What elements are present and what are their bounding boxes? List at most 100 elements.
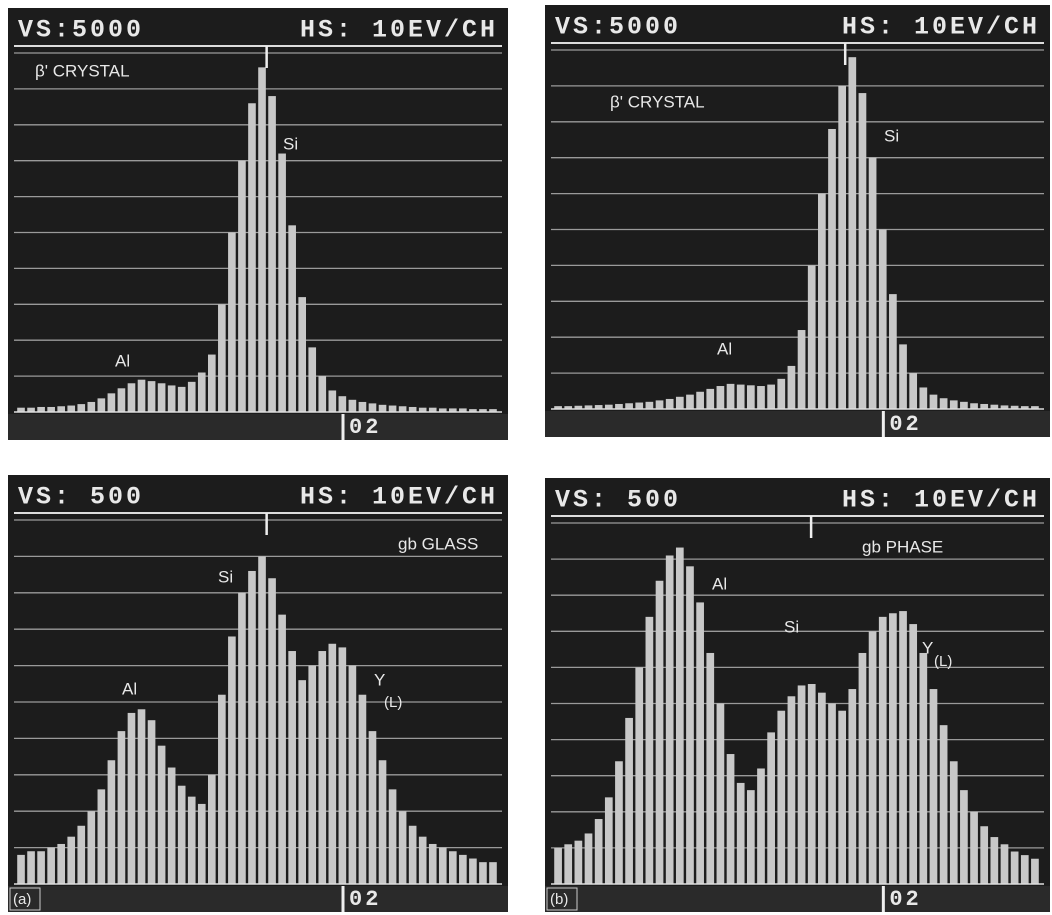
bar [869, 158, 877, 409]
bar [727, 384, 735, 409]
bar [128, 383, 136, 412]
bar [717, 386, 725, 409]
bar [248, 571, 256, 884]
bar [727, 754, 735, 884]
bar [737, 783, 745, 884]
bar [379, 405, 387, 412]
bar [1021, 855, 1029, 884]
bar [399, 406, 407, 412]
bar [990, 837, 998, 884]
bar [767, 385, 775, 409]
bar [439, 848, 447, 884]
bar [238, 161, 246, 412]
bar [798, 685, 806, 884]
bar [268, 96, 276, 412]
annotation: Si [884, 126, 899, 145]
bar [646, 617, 654, 884]
bar [818, 194, 826, 409]
spectrum-panel: VS: 500HS: 10EV/CH02(b)gb PHASEAlSiY(L) [545, 478, 1050, 912]
bar [429, 844, 437, 884]
bar [198, 804, 206, 884]
bar [87, 402, 95, 412]
bar [349, 666, 357, 884]
bar [615, 761, 623, 884]
bar [98, 398, 106, 412]
bar [564, 844, 572, 884]
bar [737, 385, 745, 409]
bar [798, 330, 806, 409]
bar [138, 380, 146, 412]
bar [950, 761, 958, 884]
bar [717, 704, 725, 885]
annotation: Y [374, 670, 385, 689]
bar [339, 396, 347, 412]
bar [848, 57, 856, 409]
vertical-scale: VS:5000 [555, 13, 681, 42]
bar [339, 647, 347, 884]
bar [879, 230, 887, 410]
bar [77, 404, 85, 412]
bar [399, 811, 407, 884]
annotation: Al [115, 351, 130, 370]
bar [889, 294, 897, 409]
bar [168, 385, 176, 412]
bar [389, 406, 397, 412]
bar [118, 731, 126, 884]
bar [848, 689, 856, 884]
bar [666, 399, 674, 409]
bar [17, 855, 25, 884]
footer-strip [545, 886, 1050, 912]
bar [869, 631, 877, 884]
annotation: β' CRYSTAL [610, 92, 705, 111]
bar [268, 578, 276, 884]
bar [808, 265, 816, 409]
bar [328, 390, 336, 412]
bar [554, 848, 562, 884]
footer-strip [8, 886, 508, 912]
annotation: Si [218, 567, 233, 586]
bar [308, 347, 316, 412]
bar [706, 389, 714, 409]
bar [218, 304, 226, 412]
bar [178, 387, 186, 412]
bar [47, 848, 55, 884]
bar [676, 397, 684, 409]
bar [308, 666, 316, 884]
annotation: Si [784, 617, 799, 636]
annotation: β' CRYSTAL [35, 61, 130, 80]
bar [930, 395, 938, 409]
bar [940, 398, 948, 409]
marker-label: 02 [889, 412, 921, 437]
bar [208, 775, 216, 884]
bar [808, 684, 816, 884]
bar [469, 859, 477, 884]
bar [148, 381, 156, 412]
annotation: gb GLASS [398, 534, 478, 553]
bar [909, 624, 917, 884]
bar [67, 406, 75, 412]
bar [706, 653, 714, 884]
bar [889, 613, 897, 884]
panel-background [545, 5, 1050, 437]
bar [859, 93, 867, 409]
bar [47, 407, 55, 412]
bar [67, 837, 75, 884]
footer-strip [545, 411, 1050, 437]
bar [930, 689, 938, 884]
bar [686, 395, 694, 409]
bar [238, 593, 246, 884]
bar [960, 402, 968, 409]
bar [818, 693, 826, 884]
bar [919, 653, 927, 884]
bar [656, 400, 664, 409]
annotation: (L) [934, 653, 952, 670]
bar [489, 862, 497, 884]
bar [859, 653, 867, 884]
bar [248, 103, 256, 412]
bar [909, 373, 917, 409]
panel-label: (b) [550, 891, 568, 908]
bar [278, 615, 286, 884]
annotation: Al [712, 574, 727, 593]
bar [77, 826, 85, 884]
